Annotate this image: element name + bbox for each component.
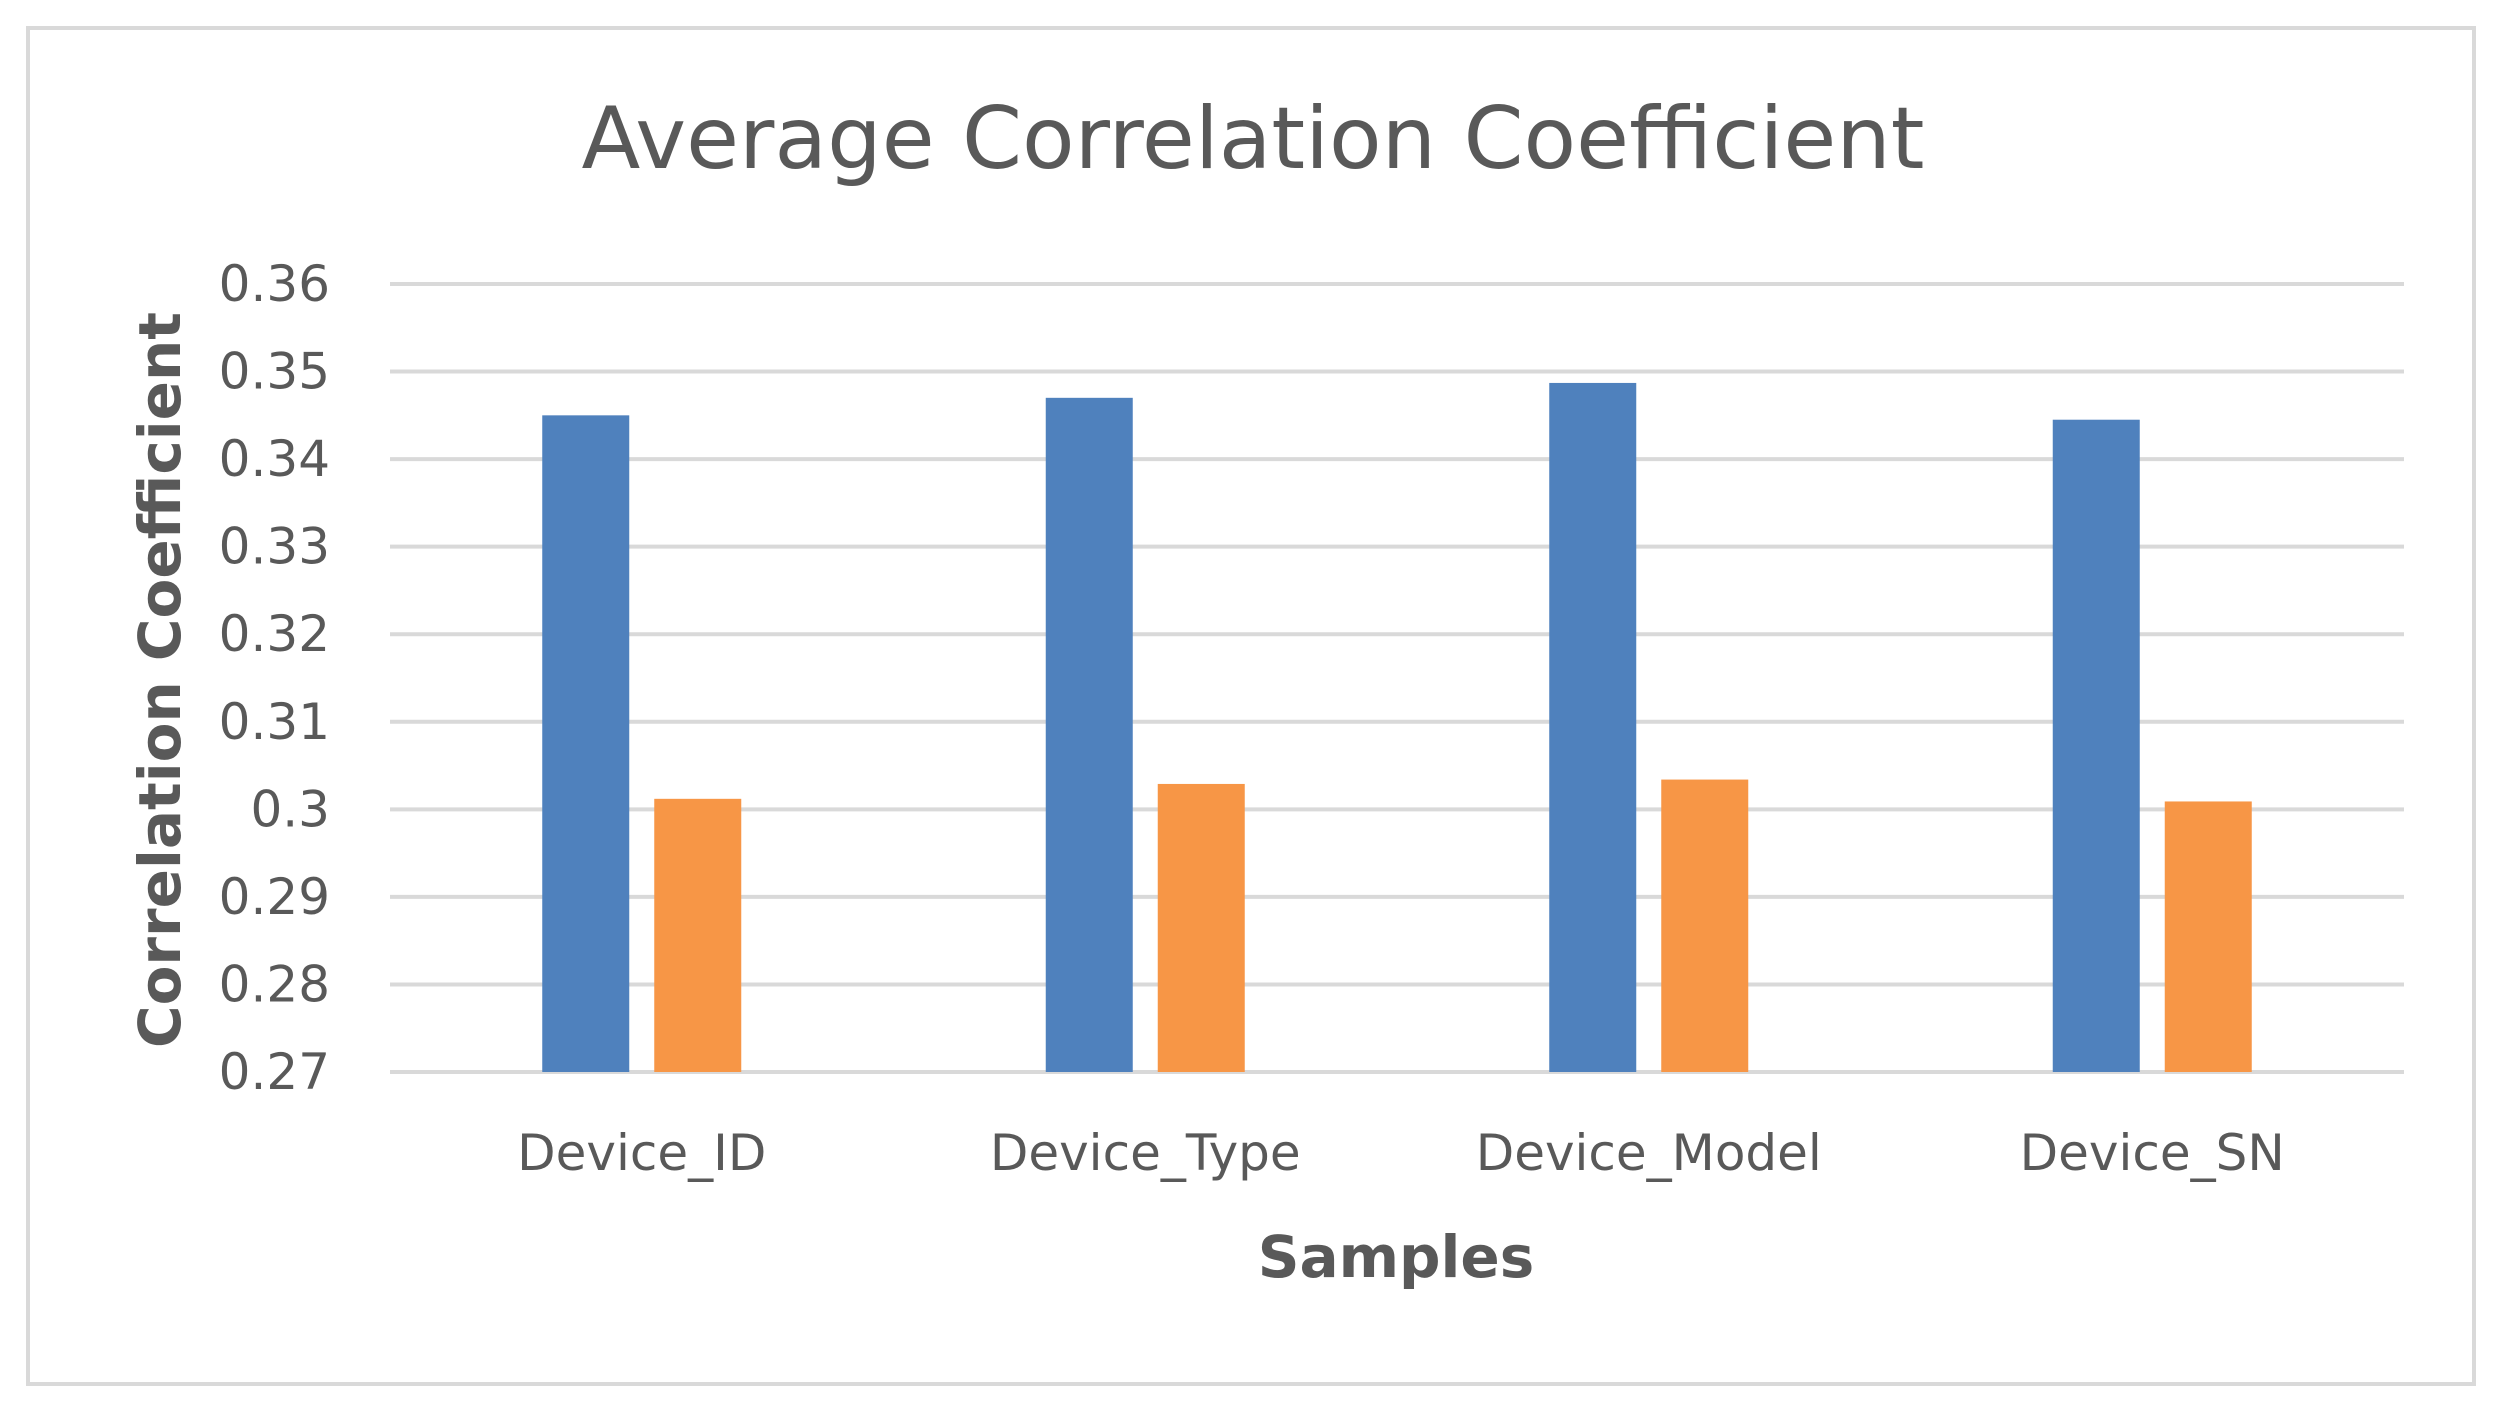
- y-tick-label: 0.35: [219, 343, 330, 401]
- y-tick-label: 0.29: [219, 868, 330, 926]
- y-tick-label: 0.36: [219, 255, 330, 313]
- x-tick-label: Device_Model: [1476, 1124, 1822, 1182]
- y-tick-label: 0.28: [219, 955, 330, 1013]
- bar-device-model-series-1: [1549, 382, 1637, 1073]
- y-tick-label: 0.27: [219, 1043, 330, 1101]
- bar-device-type-series-1: [1045, 397, 1133, 1072]
- x-tick-labels: Device_ID Device_Type Device_Model Device_S…: [517, 1124, 2285, 1182]
- y-tick-label: 0.34: [219, 430, 330, 488]
- y-tick-label: 0.3: [250, 780, 330, 838]
- bar-device-type-series-2: [1157, 783, 1245, 1072]
- x-tick-label: Device_SN: [2020, 1124, 2285, 1182]
- y-tick-label: 0.31: [219, 693, 330, 751]
- bar-device-sn-series-1: [2052, 419, 2140, 1072]
- y-tick-label: 0.33: [219, 518, 330, 576]
- bar-device-sn-series-2: [2164, 801, 2252, 1072]
- x-tick-label: Device_Type: [990, 1124, 1301, 1182]
- chart-title: Average Correlation Coefficient: [581, 89, 1924, 189]
- bars: [542, 382, 2252, 1073]
- y-axis-title: Correlation Coefficient: [126, 312, 194, 1048]
- y-tick-labels: 0.27 0.28 0.29 0.3 0.31 0.32 0.33 0.34 0.35 0.36: [219, 255, 330, 1101]
- bar-device-id-series-2: [654, 798, 742, 1072]
- y-tick-label: 0.32: [219, 605, 330, 663]
- bar-device-id-series-1: [542, 415, 630, 1072]
- x-tick-label: Device_ID: [517, 1124, 766, 1182]
- bar-device-model-series-2: [1661, 779, 1749, 1072]
- x-axis-title: Samples: [1258, 1223, 1535, 1291]
